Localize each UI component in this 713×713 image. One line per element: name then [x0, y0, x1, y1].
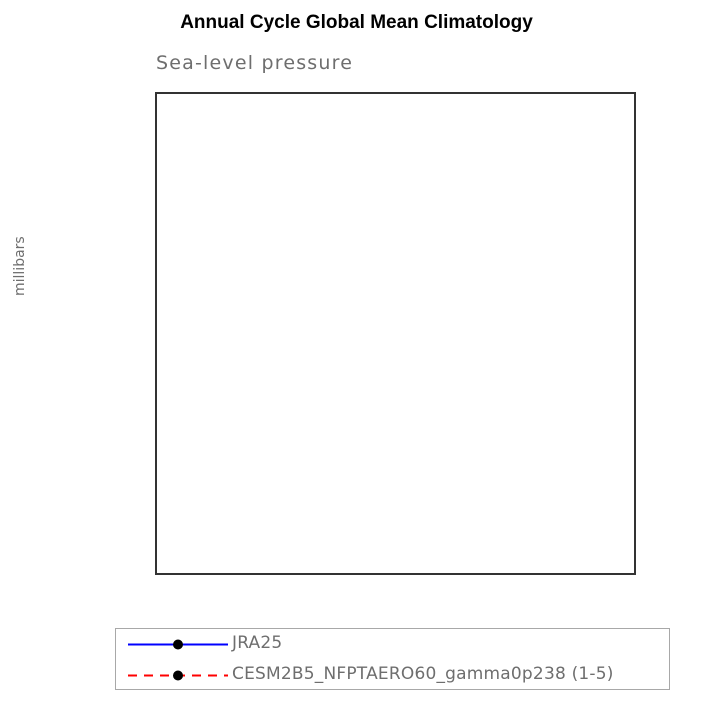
- legend-entry-jra25[interactable]: JRA25: [116, 629, 669, 660]
- chart-title: Annual Cycle Global Mean Climatology: [180, 12, 533, 33]
- legend-entry-cesm[interactable]: CESM2B5_NFPTAERO60_gamma0p238 (1-5): [116, 660, 669, 691]
- chart-legend: JRA25 CESM2B5_NFPTAERO60_gamma0p238 (1-5…: [115, 628, 670, 690]
- chart-subtitle: Sea-level pressure: [156, 52, 354, 74]
- legend-line-sample-dashed: [128, 670, 228, 681]
- legend-label-jra25: JRA25: [232, 633, 283, 653]
- legend-label-cesm: CESM2B5_NFPTAERO60_gamma0p238 (1-5): [232, 664, 614, 684]
- plot-frame: [155, 92, 636, 575]
- legend-line-sample-solid: [128, 639, 228, 650]
